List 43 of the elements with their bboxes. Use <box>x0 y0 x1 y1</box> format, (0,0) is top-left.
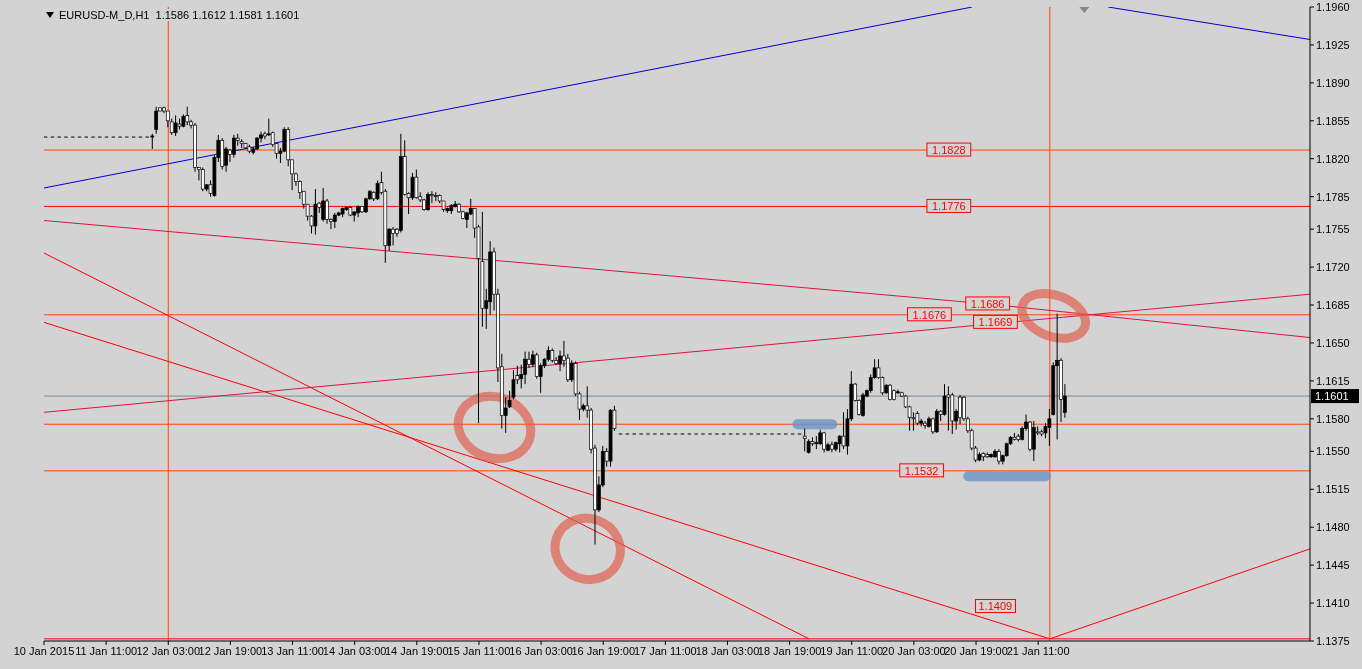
y-tick-label: 1.1615 <box>1316 374 1350 387</box>
x-tick-label: 14 Jan 19:00 <box>385 644 449 657</box>
y-tick-label: 1.1755 <box>1316 223 1350 236</box>
y-tick-label: 1.1580 <box>1316 412 1350 425</box>
x-tick-label: 15 Jan 11:00 <box>447 644 511 657</box>
x-tick-label: 19 Jan 11:00 <box>820 644 884 657</box>
x-tick-label: 14 Jan 03:00 <box>322 644 387 657</box>
y-tick-label: 1.1650 <box>1316 336 1350 349</box>
y-tick-label: 1.1785 <box>1316 190 1350 203</box>
x-tick-label: 12 Jan 03:00 <box>136 644 201 657</box>
x-tick-label: 18 Jan 03:00 <box>695 644 760 657</box>
x-tick-label: 16 Jan 03:00 <box>509 644 573 657</box>
chart-title: EURUSD-M_D,H1 1.1586 1.1612 1.1581 1.1601 <box>57 9 302 21</box>
ref-line-label: 1.1601 <box>1315 390 1349 403</box>
y-tick-label: 1.1550 <box>1316 445 1350 458</box>
y-tick-label: 1.1375 <box>1316 634 1350 647</box>
annotation: 1.1776 <box>932 200 966 213</box>
x-tick-label: 11 Jan 11:00 <box>75 644 138 657</box>
x-tick-label: 20 Jan 03:00 <box>882 644 946 657</box>
y-tick-label: 1.1925 <box>1316 38 1350 51</box>
y-tick-label: 1.1515 <box>1316 483 1350 496</box>
annotation: 1.1669 <box>978 316 1013 329</box>
y-tick-label: 1.1720 <box>1316 261 1350 274</box>
x-tick-label: 10 Jan 2015 <box>13 644 75 657</box>
y-tick-label: 1.1820 <box>1316 152 1350 165</box>
y-tick-label: 1.1685 <box>1316 298 1350 311</box>
x-tick-label: 21 Jan 11:00 <box>1006 644 1070 657</box>
annotation: 1.1409 <box>974 599 1017 613</box>
y-tick-label: 1.1855 <box>1316 114 1350 127</box>
x-tick-label: 13 Jan 11:00 <box>261 644 324 657</box>
x-tick-label: 18 Jan 19:00 <box>757 644 822 657</box>
y-tick-label: 1.1480 <box>1316 521 1350 534</box>
x-tick-label: 20 Jan 19:00 <box>944 644 1008 657</box>
annotation: 1.1828 <box>932 144 966 157</box>
x-tick-label: 12 Jan 19:00 <box>198 644 263 657</box>
annotation: 1.1676 <box>912 308 947 321</box>
y-tick-label: 1.1960 <box>1316 0 1350 13</box>
annotation: 1.1686 <box>970 297 1005 310</box>
y-tick-label: 1.1410 <box>1316 596 1350 609</box>
annotation: 1.1532 <box>904 464 939 477</box>
y-tick-label: 1.1445 <box>1316 559 1350 572</box>
x-tick-label: 16 Jan 19:00 <box>571 644 636 657</box>
y-tick-label: 1.1890 <box>1316 76 1350 89</box>
